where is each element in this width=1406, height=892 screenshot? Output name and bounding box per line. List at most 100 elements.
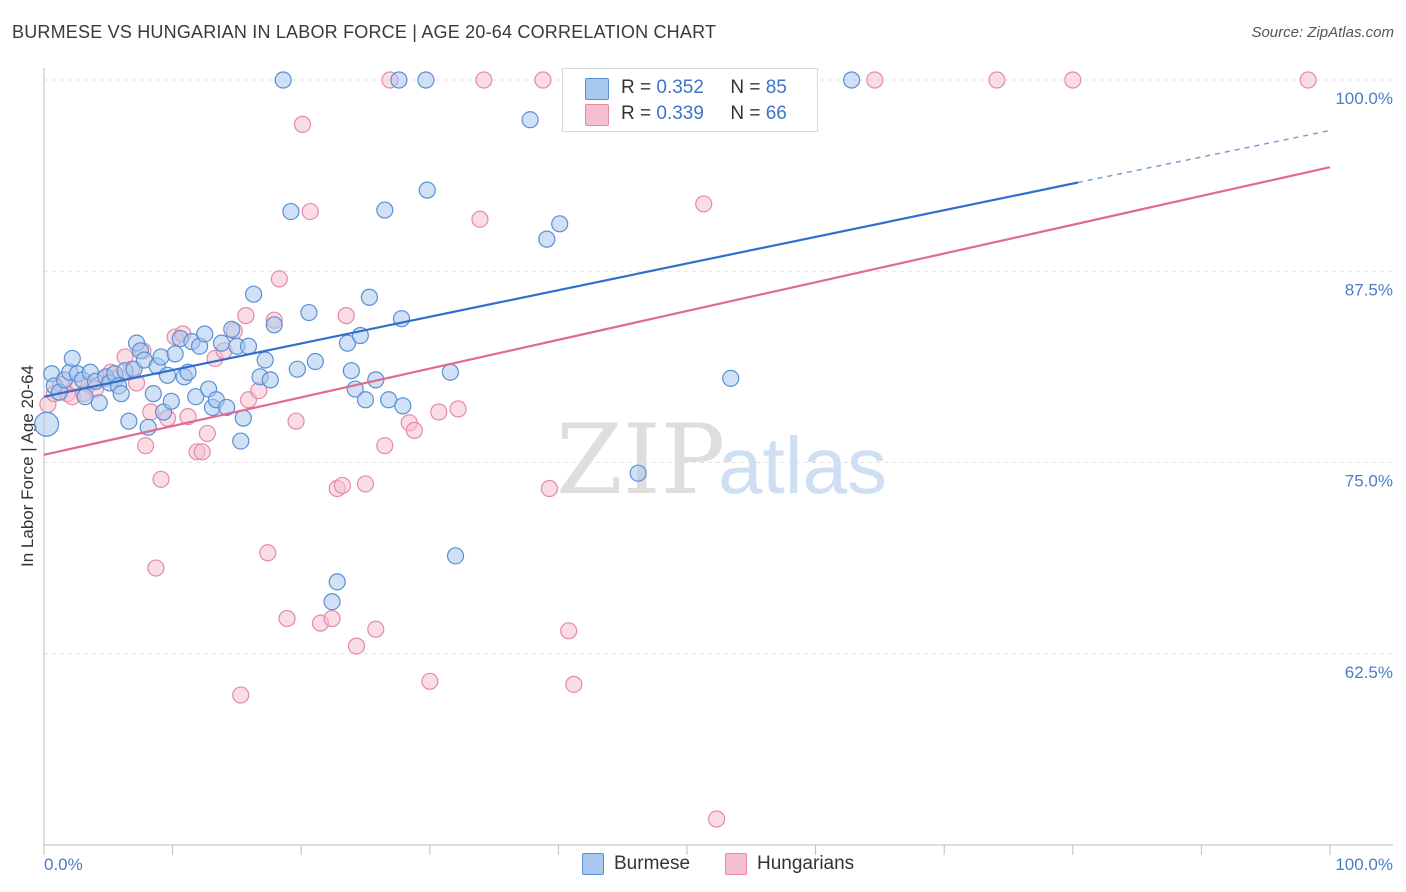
legend-swatch-burmese [585,78,609,100]
hungarians-point [866,71,884,89]
hungarians-point [293,115,312,133]
hungarians-point [376,437,394,455]
trend-lines [43,129,1331,456]
y-tick-labels: 62.5% 75.0% 87.5% 100.0% [1335,89,1393,682]
burmese-point [306,352,324,371]
bottom-legend-swatch-hungarians [725,853,747,875]
burmese-point [274,71,292,89]
burmese-point [722,369,740,387]
hungarians-point [449,400,467,418]
gridlines [44,79,1393,655]
burmese-point [394,397,412,415]
burmese-point [223,320,241,338]
burmese-trend-line [43,181,1079,398]
chart-title: BURMESE VS HUNGARIAN IN LABOR FORCE | AG… [12,22,717,42]
burmese-point [376,201,394,219]
burmese-point [212,334,231,352]
burmese-point [323,593,341,611]
hungarians-point [1064,71,1082,89]
burmese-point [33,411,60,437]
hungarians-point [237,307,255,325]
axes [43,68,1393,855]
hungarians-point [147,559,165,577]
hungarians-point [421,672,439,690]
burmese-point [441,363,459,381]
burmese-point [166,345,184,363]
burmese-point [446,547,465,565]
hungarians-point [193,443,211,461]
hungarians-point [179,408,197,426]
y-tick-label: 100.0% [1335,89,1393,108]
hungarians-trend-line [43,166,1331,456]
burmese-point [282,202,300,221]
burmese-point [239,337,258,355]
hungarians-point [540,479,558,498]
burmese-point [63,349,81,368]
burmese-point [112,385,130,403]
hungarians-point [560,622,578,640]
burmese-point [538,230,556,248]
burmese-point [338,334,357,352]
legend-swatch-hungarians [585,104,609,126]
burmese-point [261,371,279,389]
hungarians-point [270,270,288,288]
hungarians-point [347,637,366,655]
hungarians-point [136,437,155,455]
burmese-point [521,111,539,129]
hungarians-point [707,810,726,828]
bottom-legend-swatch-burmese [582,853,604,875]
hungarians-point [232,686,250,704]
burmese-point [300,303,318,322]
burmese-point [342,362,360,380]
legend-r-burmese: 0.352 [656,77,704,98]
burmese-point [120,412,138,430]
hungarians-point [337,307,355,325]
x-tick-max: 100.0% [1335,855,1393,874]
hungarians-point [198,424,216,443]
burmese-point [90,394,108,412]
burmese-point [390,71,408,89]
hungarians-point [259,544,277,562]
legend-n-label: N = [730,103,766,124]
y-tick-label: 87.5% [1345,280,1393,299]
burmese-point [162,392,180,410]
hungarians-point [988,71,1006,89]
hungarians-point [1299,71,1317,89]
burmese-point [360,288,378,306]
legend-n-label: N = [730,77,766,98]
hungarians-point [475,71,493,89]
hungarians-point [471,210,489,228]
burmese-point [144,385,162,403]
hungarians-point [323,609,341,628]
bottom-legend-label-burmese: Burmese [614,853,691,874]
legend-n-hungarians: 66 [765,103,787,124]
hungarians-point [534,71,552,89]
burmese-point [232,432,250,450]
burmese-point [418,181,436,199]
hungarians-point [287,412,305,430]
y-tick-label: 62.5% [1345,663,1393,682]
source-label: Source: ZipAtlas.com [1251,24,1394,41]
burmese-trend-extension [1077,129,1331,184]
burmese-point [288,360,306,378]
burmese-point [380,391,398,409]
legend-n-burmese: 85 [765,77,787,98]
watermark-atlas: atlas [718,421,887,510]
hungarians-point [333,476,351,495]
burmese-point [551,215,569,233]
hungarians-point [278,609,296,628]
legend-r-label: R = [621,77,657,98]
burmese-points [33,71,861,611]
legend-r-hungarians: 0.339 [656,103,704,124]
burmese-point [356,391,375,409]
burmese-point [843,71,861,89]
burmese-point [218,398,236,417]
bottom-legend-label-hungarians: Hungarians [757,853,855,874]
legend: R = 0.352 N = 85 R = 0.339 N = 66 [562,68,818,132]
burmese-point [152,348,170,366]
hungarians-point [367,620,385,638]
hungarians-point [301,202,319,221]
hungarians-point [695,195,713,213]
hungarians-point [356,475,375,493]
burmese-point [328,573,346,591]
